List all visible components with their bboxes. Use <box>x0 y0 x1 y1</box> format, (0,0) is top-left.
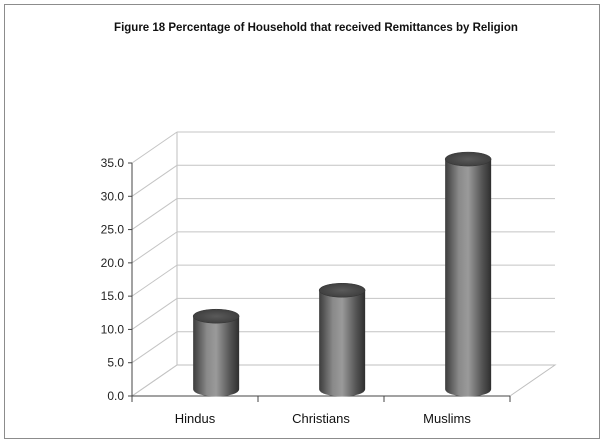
gridline-diagonal <box>131 164 178 197</box>
chart-frame <box>4 4 600 439</box>
bar-christians <box>318 282 366 397</box>
bar-top <box>444 151 492 167</box>
gridline-diagonal <box>131 198 178 230</box>
y-tick-label: 0.0 <box>107 389 124 403</box>
y-tick-label: 15.0 <box>101 289 125 303</box>
x-axis-labels: Hindus Christians Muslims <box>175 411 472 426</box>
bar-body <box>445 159 492 397</box>
gridline-diagonal <box>131 331 178 364</box>
chart-title: Figure 18 Percentage of Household that r… <box>114 22 518 34</box>
gridline-diagonal <box>131 131 178 164</box>
y-tick-label: 5.0 <box>107 356 124 370</box>
y-tick-label: 10.0 <box>101 322 125 336</box>
bar-body <box>319 290 366 397</box>
y-tick-label: 30.0 <box>101 189 125 203</box>
bars <box>192 151 492 397</box>
gridline-diagonal <box>131 264 178 297</box>
x-category-label: Hindus <box>175 411 216 426</box>
x-category-label: Muslims <box>423 411 471 426</box>
gridline-diagonal <box>131 298 178 330</box>
bar-top <box>192 308 240 324</box>
bar-body <box>193 316 240 397</box>
bar-muslims <box>444 151 492 397</box>
y-tick-label: 25.0 <box>101 223 125 237</box>
x-category-label: Christians <box>292 411 350 426</box>
y-tick-label: 20.0 <box>101 256 125 270</box>
y-axis: 0.0 5.0 10.0 15.0 20.0 25.0 30.0 35.0 <box>101 156 133 403</box>
x-axis <box>131 395 511 402</box>
gridline-diagonal <box>131 364 178 397</box>
bar-top <box>318 282 366 298</box>
gridline-diagonal <box>131 231 178 264</box>
y-tick-label: 35.0 <box>101 156 125 170</box>
bar-hindus <box>192 308 240 397</box>
gridlines <box>131 131 555 397</box>
